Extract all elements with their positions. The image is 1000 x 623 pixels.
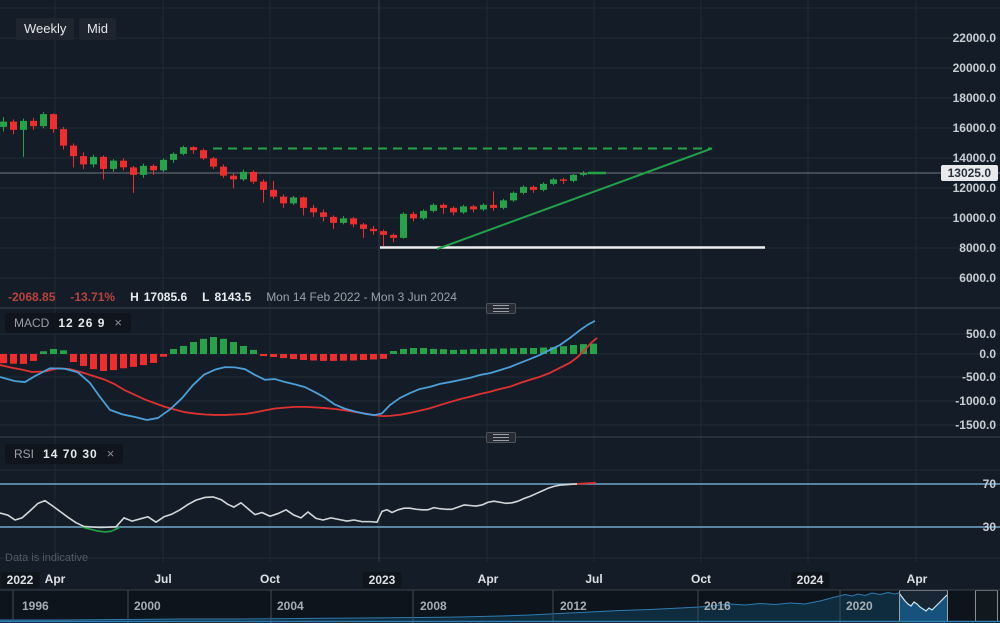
price-type-button[interactable]: Mid bbox=[79, 18, 116, 40]
panel-resize-handle-rsi[interactable] bbox=[486, 432, 516, 443]
high-label: H bbox=[130, 290, 139, 304]
panel-resize-handle-macd[interactable] bbox=[486, 303, 516, 314]
high-value: 17085.6 bbox=[143, 290, 188, 304]
timeframe-button[interactable]: Weekly bbox=[16, 18, 75, 40]
price-overlays bbox=[213, 147, 765, 250]
change-percent: -13.71% bbox=[70, 290, 116, 304]
low-value: 8143.5 bbox=[214, 290, 252, 304]
grid-lines bbox=[0, 0, 1000, 562]
disclaimer-text: Data is indicative bbox=[5, 552, 89, 564]
candlestick-series bbox=[0, 112, 587, 247]
rsi-title: RSI bbox=[14, 447, 35, 461]
navigator bbox=[0, 589, 1000, 623]
stats-bar: -2068.85 -13.71% H 17085.6 L 8143.5 Mon … bbox=[8, 290, 457, 304]
rsi-params: 14 70 30 bbox=[43, 447, 98, 461]
rsi-legend: RSI 14 70 30 × bbox=[5, 444, 124, 464]
low-label: L bbox=[202, 290, 210, 304]
macd-legend: MACD 12 26 9 × bbox=[5, 313, 131, 333]
macd-title: MACD bbox=[14, 316, 50, 330]
macd-close-icon[interactable]: × bbox=[114, 315, 122, 330]
rsi-series bbox=[0, 482, 1000, 533]
date-range: Mon 14 Feb 2022 - Mon 3 Jun 2024 bbox=[266, 290, 457, 304]
navigator-selection-window[interactable] bbox=[899, 590, 948, 623]
rsi-close-icon[interactable]: × bbox=[106, 446, 115, 461]
current-price-tag: 13025.0 bbox=[940, 165, 998, 181]
change-value: -2068.85 bbox=[8, 290, 56, 304]
macd-series bbox=[0, 320, 598, 421]
macd-params: 12 26 9 bbox=[58, 316, 106, 330]
